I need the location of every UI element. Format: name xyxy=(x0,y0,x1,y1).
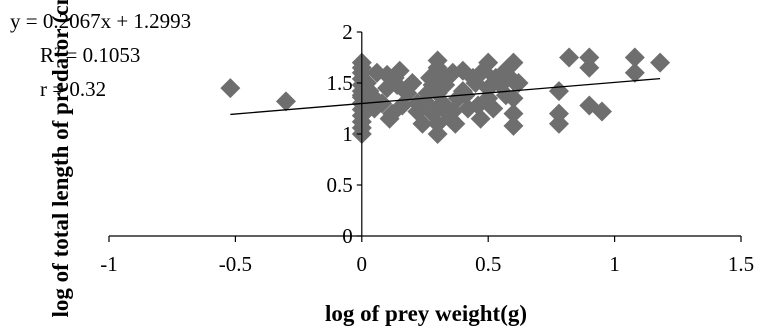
trend-line xyxy=(230,77,661,116)
data-point xyxy=(377,64,398,85)
data-point xyxy=(503,115,524,136)
y-tick-label: 0 xyxy=(342,224,353,248)
data-point xyxy=(591,101,612,122)
x-axis-ticks: -1 -0.5 0 0.5 1 1.5 xyxy=(100,236,754,276)
x-tick-label: -1 xyxy=(100,252,118,276)
data-point xyxy=(503,88,524,109)
data-point xyxy=(470,108,491,129)
data-point xyxy=(427,124,448,144)
data-point xyxy=(548,113,569,134)
data-point xyxy=(427,50,448,71)
data-point xyxy=(503,103,524,124)
data-point xyxy=(220,78,241,99)
x-axis-title: log of prey weight(g) xyxy=(325,301,527,326)
data-point xyxy=(508,73,529,93)
data-point xyxy=(579,57,600,78)
plot-area xyxy=(220,47,671,144)
x-tick-label: 0.5 xyxy=(475,252,501,276)
data-point xyxy=(422,75,443,96)
x-tick-label: 0 xyxy=(357,252,368,276)
data-point xyxy=(397,78,418,99)
data-point xyxy=(548,103,569,124)
data-point xyxy=(650,52,671,73)
data-point xyxy=(624,62,645,83)
x-tick-label: 1 xyxy=(609,252,620,276)
regression-equation: y = 0.2067x + 1.2993 xyxy=(10,9,191,33)
data-point xyxy=(483,98,504,119)
y-axis-ticks: 0 0.5 1 1.5 2 xyxy=(327,20,362,248)
data-point xyxy=(624,47,645,68)
y-tick-label: 0.5 xyxy=(327,173,353,197)
correlation-label: r = 0.32 xyxy=(40,77,106,101)
data-point xyxy=(503,52,524,73)
y-axis-title: log of total length of predator (cm) xyxy=(48,0,73,317)
data-point xyxy=(412,113,433,134)
data-point xyxy=(452,60,473,81)
data-point xyxy=(478,52,499,73)
y-tick-label: 1 xyxy=(342,122,353,146)
data-point xyxy=(559,47,580,68)
data-point xyxy=(579,47,600,68)
y-tick-label: 1.5 xyxy=(327,71,353,95)
y-tick-label: 2 xyxy=(342,20,353,44)
data-point xyxy=(275,91,296,112)
r-squared-label: R² = 0.1053 xyxy=(40,43,140,67)
data-point xyxy=(442,101,463,122)
x-tick-label: -0.5 xyxy=(219,252,252,276)
x-tick-label: 1.5 xyxy=(728,252,754,276)
data-point xyxy=(548,81,569,102)
